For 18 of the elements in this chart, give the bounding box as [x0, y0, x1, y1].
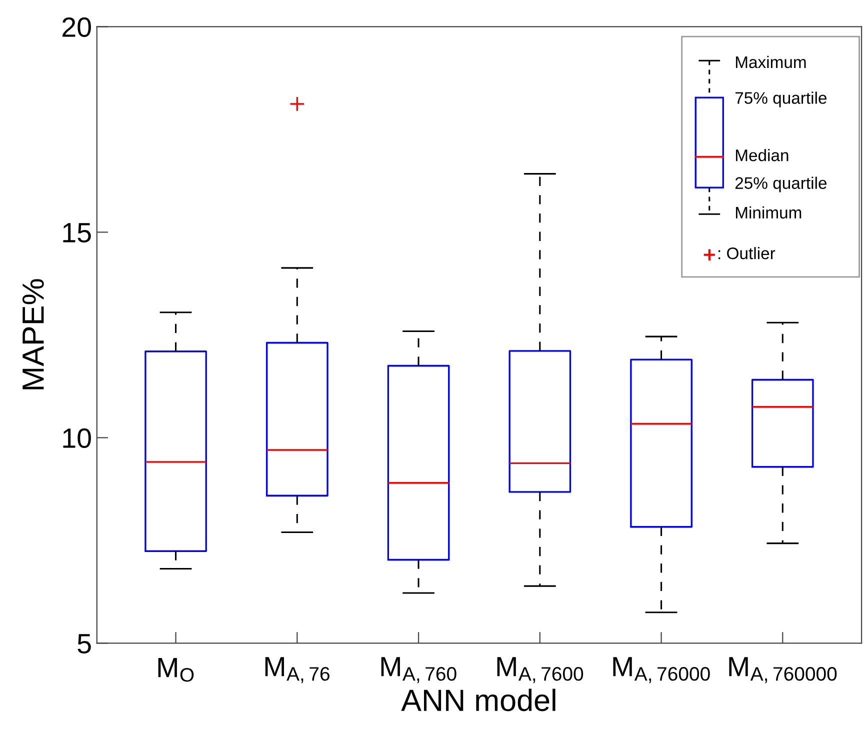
x-tick-label: M$_{O}$ [158, 658, 194, 682]
x-tick-label: M$_{A,7600}$ [497, 657, 584, 684]
annotation: : Outlier [718, 247, 776, 260]
annotation: 25% quartile [735, 176, 827, 192]
annotation: Minimum [736, 206, 802, 219]
y-axis-title: MAPE% [22, 279, 44, 390]
y-tick-label: 20 [62, 17, 91, 38]
annotation: 75% quartile [735, 92, 827, 108]
x-tick-label: M$_{A,76}$ [265, 657, 330, 684]
x-tick-label: M$_{A,760}$ [381, 657, 456, 684]
y-tick-label: 5 [78, 634, 91, 654]
y-tick-label: 15 [63, 223, 91, 243]
x-tick-label: M$_{A,760000}$ [729, 657, 837, 684]
annotation: Maximum [736, 56, 806, 68]
annotation: Median [736, 148, 788, 162]
x-axis-title: ANN model [401, 688, 556, 712]
y-tick-label: 10 [63, 428, 91, 448]
x-tick-label: M$_{A,76000}$ [613, 657, 710, 684]
